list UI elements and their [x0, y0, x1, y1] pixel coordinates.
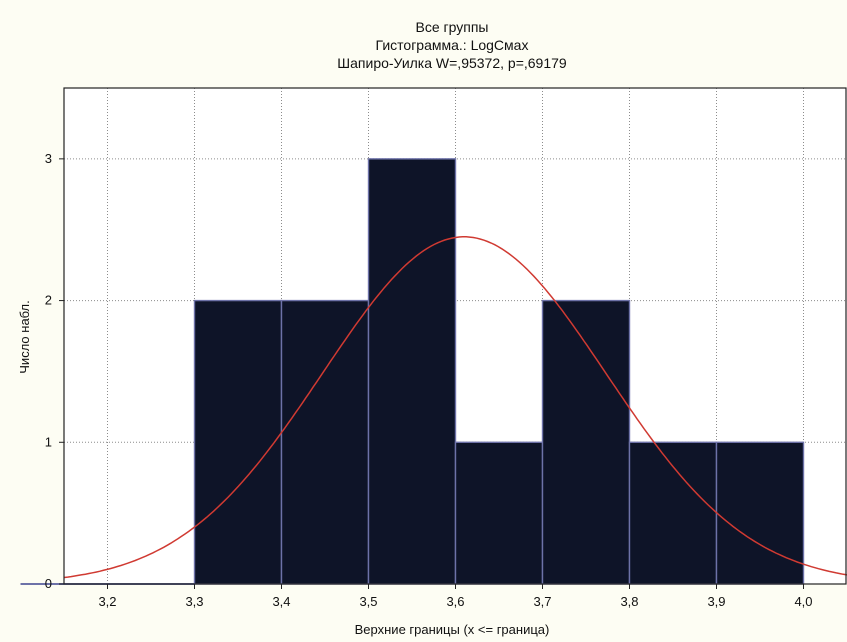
y-tick-label: 1 [45, 434, 52, 449]
y-tick-label: 3 [45, 151, 52, 166]
x-tick-label: 3,3 [185, 594, 203, 609]
axis-ticks: 0 1 2 3 3,2 3,3 3,4 3,5 3,6 3,7 3,8 3,9 4,0 [45, 151, 813, 609]
histogram-bar [541, 299, 631, 585]
histogram-bar [715, 441, 805, 585]
histogram-bar [367, 158, 457, 585]
chart-title: Все группы [416, 19, 489, 35]
x-tick-label: 4,0 [794, 594, 812, 609]
y-axis-label: Число набл. [17, 300, 32, 373]
histogram-bar [193, 299, 283, 585]
histogram-bar [628, 441, 718, 585]
x-axis-label: Верхние границы (x <= граница) [355, 622, 550, 637]
x-tick-label: 3,2 [98, 594, 116, 609]
y-tick-label: 2 [45, 293, 52, 308]
histogram-bars [20, 158, 805, 585]
x-tick-label: 3,7 [533, 594, 551, 609]
normal-curve [63, 236, 847, 579]
chart-subtitle-2: Шапиро-Уилка W=,95372, p=,69179 [337, 55, 567, 71]
x-tick-label: 3,6 [446, 594, 464, 609]
chart-subtitle: Гистограмма.: LogCмах [376, 37, 529, 53]
x-tick-label: 3,9 [707, 594, 725, 609]
x-tick-label: 3,4 [272, 594, 290, 609]
y-tick-label: 0 [45, 576, 52, 591]
x-tick-label: 3,8 [620, 594, 638, 609]
histogram-bar [280, 299, 370, 585]
histogram-bar [454, 441, 544, 585]
x-tick-label: 3,5 [359, 594, 377, 609]
